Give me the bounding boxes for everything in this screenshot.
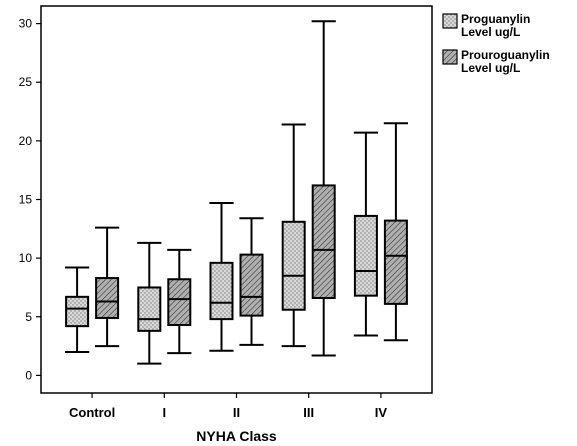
- iqr-box: [311, 184, 336, 300]
- iqr-box: [65, 295, 90, 328]
- y-tick-label: 15: [19, 193, 33, 207]
- y-tick-label: 10: [19, 251, 33, 265]
- y-tick-label: 5: [25, 310, 32, 324]
- box-proguanylin: [353, 131, 378, 337]
- legend-label: Level ug/L: [461, 61, 520, 75]
- box-prouroguanylin: [311, 20, 336, 357]
- x-category-label: IV: [375, 405, 388, 420]
- box-proguanylin: [137, 241, 162, 365]
- legend-label: Level ug/L: [461, 25, 520, 39]
- y-tick-label: 0: [25, 368, 32, 382]
- x-category-label: III: [303, 405, 314, 420]
- iqr-box: [383, 219, 408, 305]
- y-tick-label: 25: [19, 75, 33, 89]
- x-axis-title: NYHA Class: [196, 428, 277, 444]
- legend-swatch: [442, 49, 458, 65]
- box-prouroguanylin: [239, 217, 264, 346]
- y-tick-label: 20: [19, 134, 33, 148]
- box-proguanylin: [281, 123, 306, 348]
- plot-area: [65, 20, 408, 365]
- box-prouroguanylin: [167, 248, 192, 355]
- iqr-box: [167, 278, 192, 326]
- iqr-box: [239, 253, 264, 317]
- legend-swatch: [442, 13, 458, 29]
- iqr-box: [281, 220, 306, 311]
- box-prouroguanylin: [383, 122, 408, 342]
- box-proguanylin: [209, 202, 234, 352]
- x-category-label: I: [162, 405, 166, 420]
- box-prouroguanylin: [95, 226, 120, 348]
- iqr-box: [353, 214, 378, 297]
- iqr-box: [209, 261, 234, 321]
- y-tick-label: 30: [19, 17, 33, 31]
- legend-label: Prouroguanylin: [461, 48, 550, 62]
- iqr-box: [95, 277, 120, 319]
- legend-label: Proguanylin: [461, 12, 530, 26]
- iqr-box: [137, 286, 162, 332]
- x-category-label: II: [233, 405, 240, 420]
- x-category-label: Control: [69, 405, 115, 420]
- box-proguanylin: [65, 266, 90, 353]
